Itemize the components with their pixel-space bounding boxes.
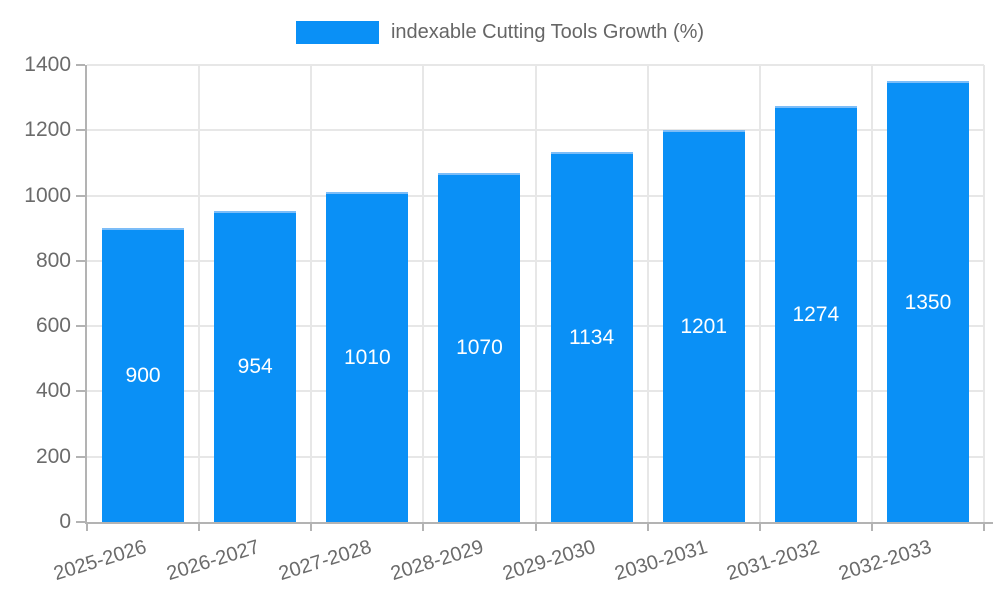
bar[interactable]: 1274 xyxy=(774,106,857,522)
y-axis-tick-label: 1200 xyxy=(24,118,71,142)
y-axis-tick-label: 0 xyxy=(59,510,71,533)
x-axis-line xyxy=(85,522,993,524)
x-tick-mark xyxy=(422,522,425,531)
y-tick-mark xyxy=(76,521,85,523)
y-tick-mark xyxy=(76,64,85,66)
x-tick-mark xyxy=(870,522,873,531)
bar[interactable]: 1134 xyxy=(550,151,633,522)
y-tick-mark xyxy=(76,259,85,262)
bar-value-label: 1350 xyxy=(904,290,952,314)
y-axis-tick-label: 1000 xyxy=(24,183,71,207)
gridline-vertical xyxy=(310,65,313,522)
x-tick-mark xyxy=(534,522,537,531)
gridline-vertical xyxy=(198,65,201,522)
bar-value-label: 1010 xyxy=(343,346,391,370)
x-tick-mark xyxy=(983,522,985,531)
gridline-vertical xyxy=(534,65,537,522)
x-axis-tick-label: 2025-2026 xyxy=(51,536,150,586)
legend-item[interactable]: indexable Cutting Tools Growth (%) xyxy=(295,20,705,44)
bar-value-label: 954 xyxy=(237,355,273,379)
x-axis-tick-label: 2026-2027 xyxy=(163,536,262,586)
legend-label: indexable Cutting Tools Growth (%) xyxy=(390,20,705,43)
y-axis-tick-label: 200 xyxy=(35,444,71,468)
y-axis-tick-label: 600 xyxy=(35,314,71,338)
x-axis-tick-label: 2029-2030 xyxy=(500,536,598,586)
x-axis-tick-label: 2028-2029 xyxy=(387,536,486,586)
y-tick-mark xyxy=(76,194,85,197)
bar-value-label: 1070 xyxy=(456,336,503,360)
bar[interactable]: 1350 xyxy=(886,81,969,522)
x-axis-tick-label: 2027-2028 xyxy=(275,536,374,586)
x-tick-mark xyxy=(646,522,649,531)
gridline-vertical xyxy=(646,65,649,522)
x-tick-mark xyxy=(758,522,761,531)
y-axis-tick-label: 400 xyxy=(35,379,71,403)
gridline-vertical xyxy=(758,65,761,522)
bar[interactable]: 954 xyxy=(214,210,297,522)
gridline-vertical xyxy=(870,65,873,522)
gridline-vertical xyxy=(422,65,425,522)
gridline-vertical xyxy=(983,65,985,522)
y-tick-mark xyxy=(76,390,85,393)
y-axis-tick-label: 800 xyxy=(35,248,71,272)
chart-legend: indexable Cutting Tools Growth (%) xyxy=(0,18,1000,46)
y-tick-mark xyxy=(76,129,85,132)
x-axis-tick-label: 2030-2031 xyxy=(612,536,711,586)
y-tick-mark xyxy=(76,325,85,328)
x-axis-tick-label: 2031-2032 xyxy=(724,536,823,586)
x-tick-mark xyxy=(86,522,88,531)
x-tick-mark xyxy=(310,522,313,531)
bar-value-label: 900 xyxy=(125,364,161,388)
y-axis-tick-label: 1400 xyxy=(24,53,71,76)
bar-value-label: 1134 xyxy=(568,325,615,349)
x-tick-mark xyxy=(198,522,201,531)
bar-value-label: 1274 xyxy=(792,303,840,327)
bar[interactable]: 900 xyxy=(102,228,185,522)
bar[interactable]: 1201 xyxy=(662,129,745,522)
y-tick-mark xyxy=(76,455,85,458)
y-axis-line xyxy=(85,65,87,524)
x-axis-tick-label: 2032-2033 xyxy=(836,536,935,586)
legend-swatch-icon xyxy=(295,20,379,44)
bar[interactable]: 1070 xyxy=(438,172,521,522)
plot-area: 0 200 400 600 800 1000 1200 1400 900 2025-2026 954… xyxy=(24,53,993,585)
bar-value-label: 1201 xyxy=(680,314,728,338)
bar[interactable]: 1010 xyxy=(326,192,409,522)
